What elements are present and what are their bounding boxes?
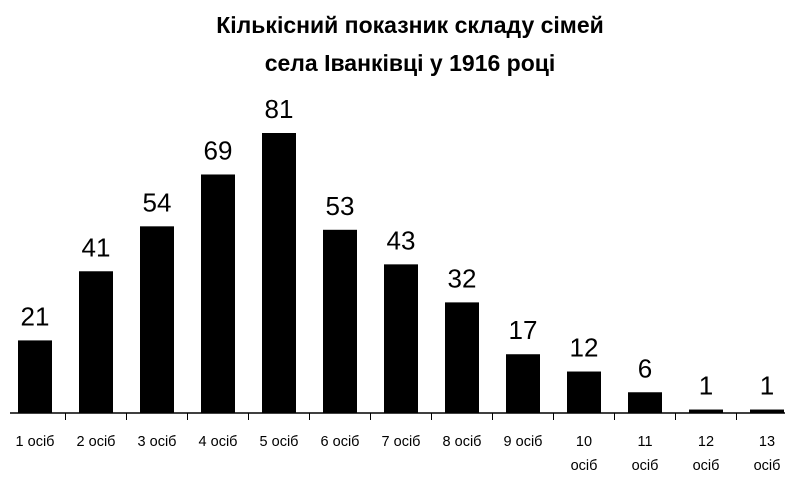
value-label: 32 xyxy=(448,263,477,293)
value-label: 1 xyxy=(760,371,774,401)
x-tick-label-line: осіб xyxy=(754,458,781,474)
value-label: 43 xyxy=(387,225,416,255)
value-label: 12 xyxy=(570,333,599,363)
x-tick-label: 1 осіб xyxy=(16,434,55,450)
bar xyxy=(689,409,723,413)
bar xyxy=(323,229,357,413)
value-label: 21 xyxy=(21,301,50,331)
value-label: 17 xyxy=(509,315,538,345)
x-tick-label-line: осіб xyxy=(632,458,659,474)
value-label: 6 xyxy=(638,353,652,383)
bar xyxy=(201,174,235,413)
bar xyxy=(140,226,174,413)
bar xyxy=(567,371,601,413)
bar xyxy=(384,264,418,413)
x-tick-label: 4 осіб xyxy=(199,434,238,450)
value-label: 69 xyxy=(204,135,233,165)
x-tick-label: 13 осіб xyxy=(754,434,781,474)
chart-title: Кількісний показник складу сімей xyxy=(216,12,604,38)
x-tick-label-line: осіб xyxy=(571,458,598,474)
x-tick-label: 6 осіб xyxy=(321,434,360,450)
x-tick-label: 8 осіб xyxy=(443,434,482,450)
x-tick-label: 12 осіб xyxy=(693,434,720,474)
x-tick-label: 5 осіб xyxy=(260,434,299,450)
x-tick-label: 10 осіб xyxy=(571,434,598,474)
value-label: 41 xyxy=(82,232,111,262)
x-tick-label: 3 осіб xyxy=(138,434,177,450)
bar xyxy=(262,133,296,413)
x-tick-label: 11 осіб xyxy=(632,434,659,474)
x-tick-label: 7 осіб xyxy=(382,434,421,450)
x-tick-label-line: 13 xyxy=(759,434,775,450)
bar xyxy=(18,340,52,413)
bar xyxy=(750,409,784,413)
x-tick-label-line: 10 xyxy=(576,434,592,450)
x-tick-label-line: осіб xyxy=(693,458,720,474)
bar xyxy=(79,271,113,413)
value-label: 54 xyxy=(143,187,172,217)
value-label: 1 xyxy=(699,371,713,401)
bar xyxy=(506,354,540,413)
value-label: 53 xyxy=(326,191,355,221)
bar xyxy=(628,392,662,413)
value-label: 81 xyxy=(265,94,294,124)
x-tick-label-line: 12 xyxy=(698,434,714,450)
x-tick-label-line: 11 xyxy=(637,434,652,450)
chart-title: села Іванківці у 1916 році xyxy=(265,50,556,76)
bar xyxy=(445,302,479,413)
x-tick-label: 2 осіб xyxy=(77,434,116,450)
x-tick-label: 9 осіб xyxy=(504,434,543,450)
